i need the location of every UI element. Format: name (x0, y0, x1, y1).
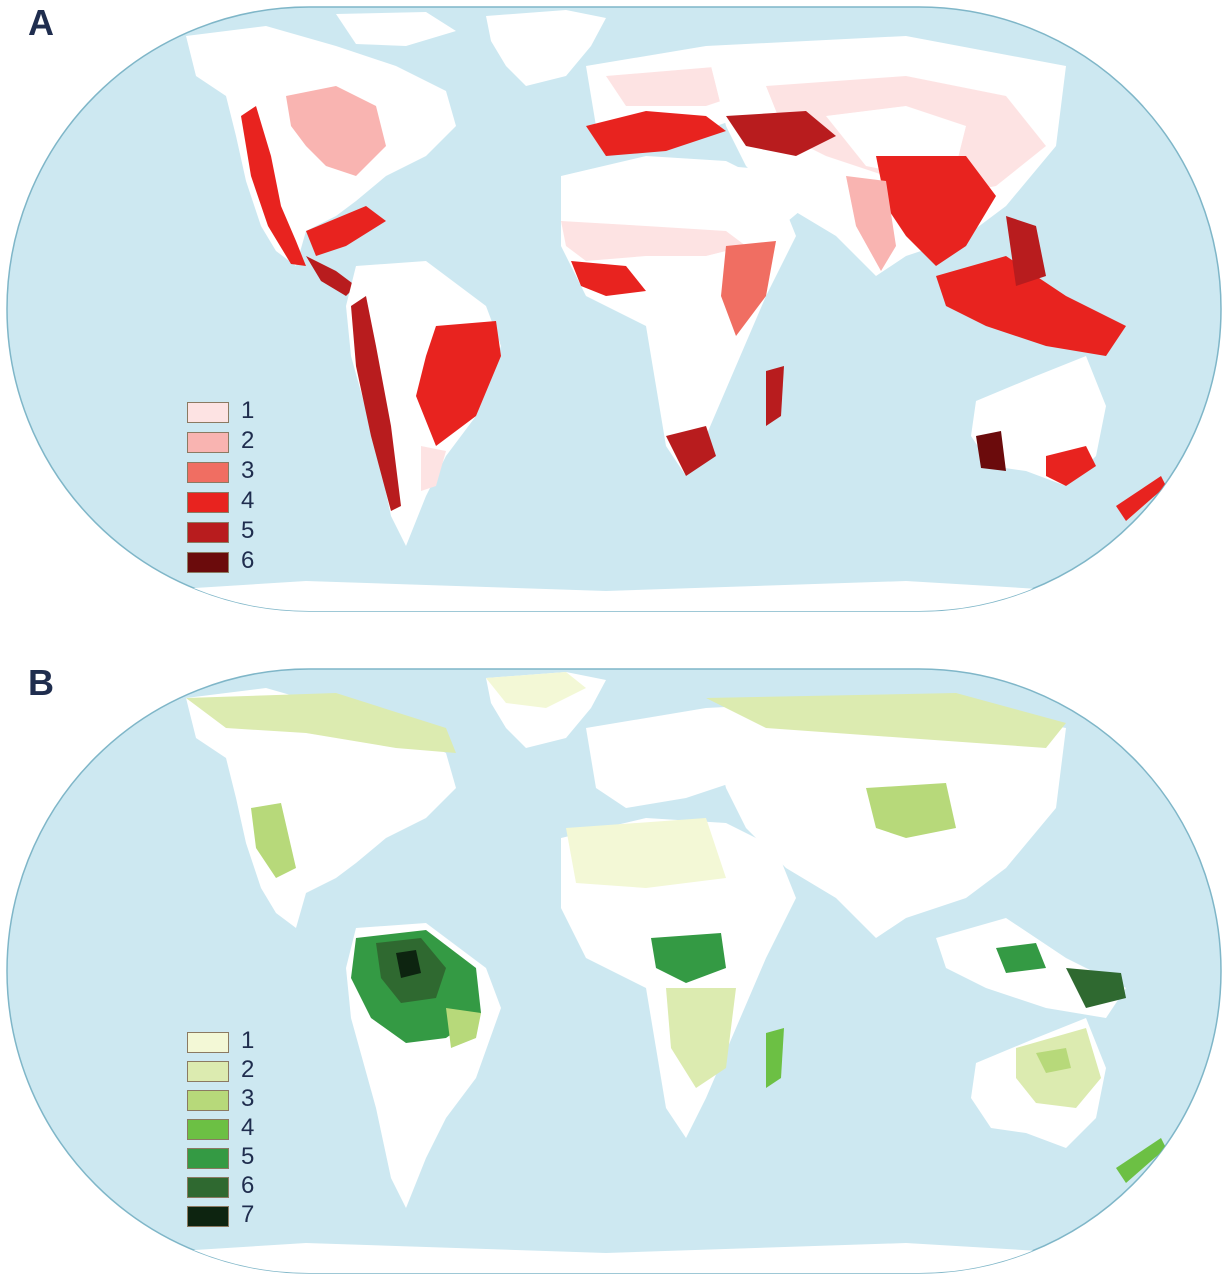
legend-swatch (187, 432, 229, 453)
legend-swatch (187, 1148, 229, 1169)
legend-swatch (187, 1206, 229, 1227)
legend-swatch (187, 552, 229, 573)
legend-label: 2 (241, 1056, 255, 1083)
legend-swatch (187, 1061, 229, 1082)
legend-swatch (187, 492, 229, 513)
panel-label-b: B (28, 662, 54, 703)
legend-swatch (187, 1177, 229, 1198)
legend-swatch (187, 1032, 229, 1053)
legend-label: 6 (241, 547, 255, 574)
legend-swatch (187, 1119, 229, 1140)
legend-swatch (187, 522, 229, 543)
legend-label: 4 (241, 487, 255, 514)
legend-label: 1 (241, 397, 255, 424)
map-b (6, 668, 1222, 1274)
legend-label: 7 (241, 1201, 255, 1228)
land-b (7, 672, 1221, 1273)
legend-label: 1 (241, 1027, 255, 1054)
legend-label: 3 (241, 1085, 255, 1112)
legend-label: 3 (241, 457, 255, 484)
land-a (7, 10, 1221, 611)
legend-swatch (187, 1090, 229, 1111)
legend-swatch (187, 462, 229, 483)
legend-label: 5 (241, 517, 255, 544)
legend-label: 5 (241, 1143, 255, 1170)
legend-label: 6 (241, 1172, 255, 1199)
legend-label: 2 (241, 427, 255, 454)
legend-swatch (187, 402, 229, 423)
map-a (6, 6, 1222, 612)
legend-label: 4 (241, 1114, 255, 1141)
panel-label-a: A (28, 2, 54, 43)
